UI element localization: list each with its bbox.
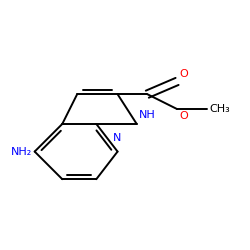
Text: CH₃: CH₃ xyxy=(209,104,230,114)
Text: NH: NH xyxy=(139,110,156,120)
Text: N: N xyxy=(113,133,122,143)
Text: O: O xyxy=(179,111,188,121)
Text: O: O xyxy=(179,69,188,79)
Text: NH₂: NH₂ xyxy=(11,146,32,156)
